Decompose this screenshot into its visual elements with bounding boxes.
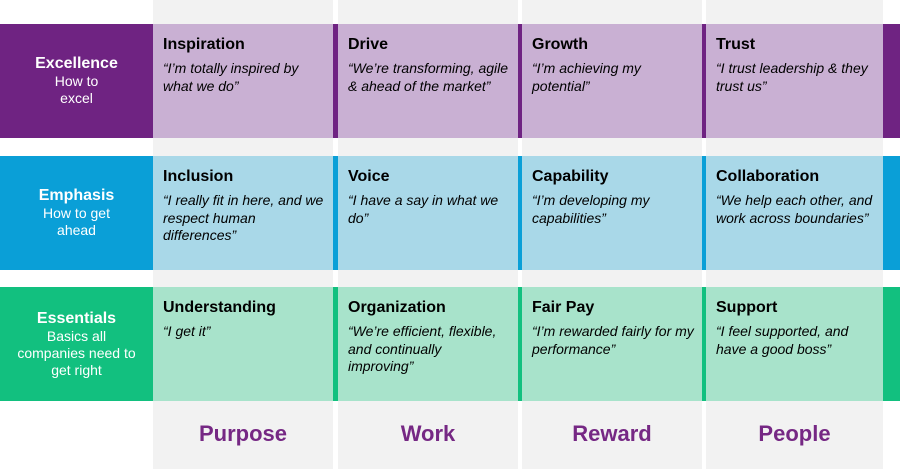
cell-quote: “I trust leadership & they trust us” [716,60,868,94]
row-subtitle: How to get ahead [43,205,110,238]
cell-drive: Drive “We’re transforming, agile & ahead… [338,24,518,138]
row-subtitle: Basics all companies need to get right [17,327,136,378]
cell-quote: “I have a say in what we do” [348,192,499,226]
cell-voice: Voice “I have a say in what we do” [338,156,518,270]
cell-capability: Capability “I’m developing my capabiliti… [522,156,702,270]
cell-inspiration: Inspiration “I’m totally inspired by wha… [153,24,333,138]
cell-title: Drive [348,36,389,53]
row-title: Excellence [35,55,118,72]
cell-support: Support “I feel supported, and have a go… [706,287,883,401]
cell-inclusion: Inclusion “I really fit in here, and we … [153,156,333,270]
row-label-excellence: Excellence How to excel [0,24,153,138]
column-label-work: Work [400,421,456,446]
row-title: Essentials [36,309,117,327]
cell-title: Organization [348,299,446,316]
cell-quote: “I’m rewarded fairly for my performance” [532,323,694,357]
row-title: Emphasis [38,187,115,204]
cell-quote: “I feel supported, and have a good boss” [716,323,849,357]
cell-title: Understanding [163,299,276,316]
cell-title: Growth [532,36,588,53]
cell-title: Collaboration [716,168,820,185]
column-label-people: People [758,421,831,446]
cell-title: Fair Pay [532,299,595,316]
cell-title: Inclusion [163,168,234,185]
cell-quote: “I’m totally inspired by what we do” [163,60,299,94]
cell-title: Support [716,299,778,316]
cell-fair-pay: Fair Pay “I’m rewarded fairly for my per… [522,287,702,401]
row-label-emphasis: Emphasis How to get ahead [0,156,153,270]
cell-quote: “We’re efficient, flexible, and continua… [348,323,497,374]
cell-quote: “I’m developing my capabilities” [532,192,650,226]
cell-organization: Organization “We’re efficient, flexible,… [338,287,518,401]
cell-quote: “I really fit in here, and we respect hu… [163,192,324,243]
row-subtitle: How to excel [54,73,99,106]
row-label-essentials: Essentials Basics all companies need to … [0,287,153,401]
cell-quote: “We’re transforming, agile & ahead of th… [348,60,509,94]
cell-collaboration: Collaboration “We help each other, and w… [706,156,883,270]
cell-trust: Trust “I trust leadership & they trust u… [706,24,883,138]
cell-quote: “I get it” [163,323,211,339]
column-label-reward: Reward [572,421,652,446]
cell-title: Voice [348,168,390,185]
cell-growth: Growth “I’m achieving my potential” [522,24,702,138]
cell-quote: “We help each other, and work across bou… [716,192,873,226]
cell-understanding: Understanding “I get it” [153,287,333,401]
cell-quote: “I’m achieving my potential” [532,60,641,94]
cell-title: Inspiration [163,36,245,53]
cell-title: Trust [716,36,756,53]
cell-title: Capability [532,168,609,185]
column-label-purpose: Purpose [198,421,288,446]
